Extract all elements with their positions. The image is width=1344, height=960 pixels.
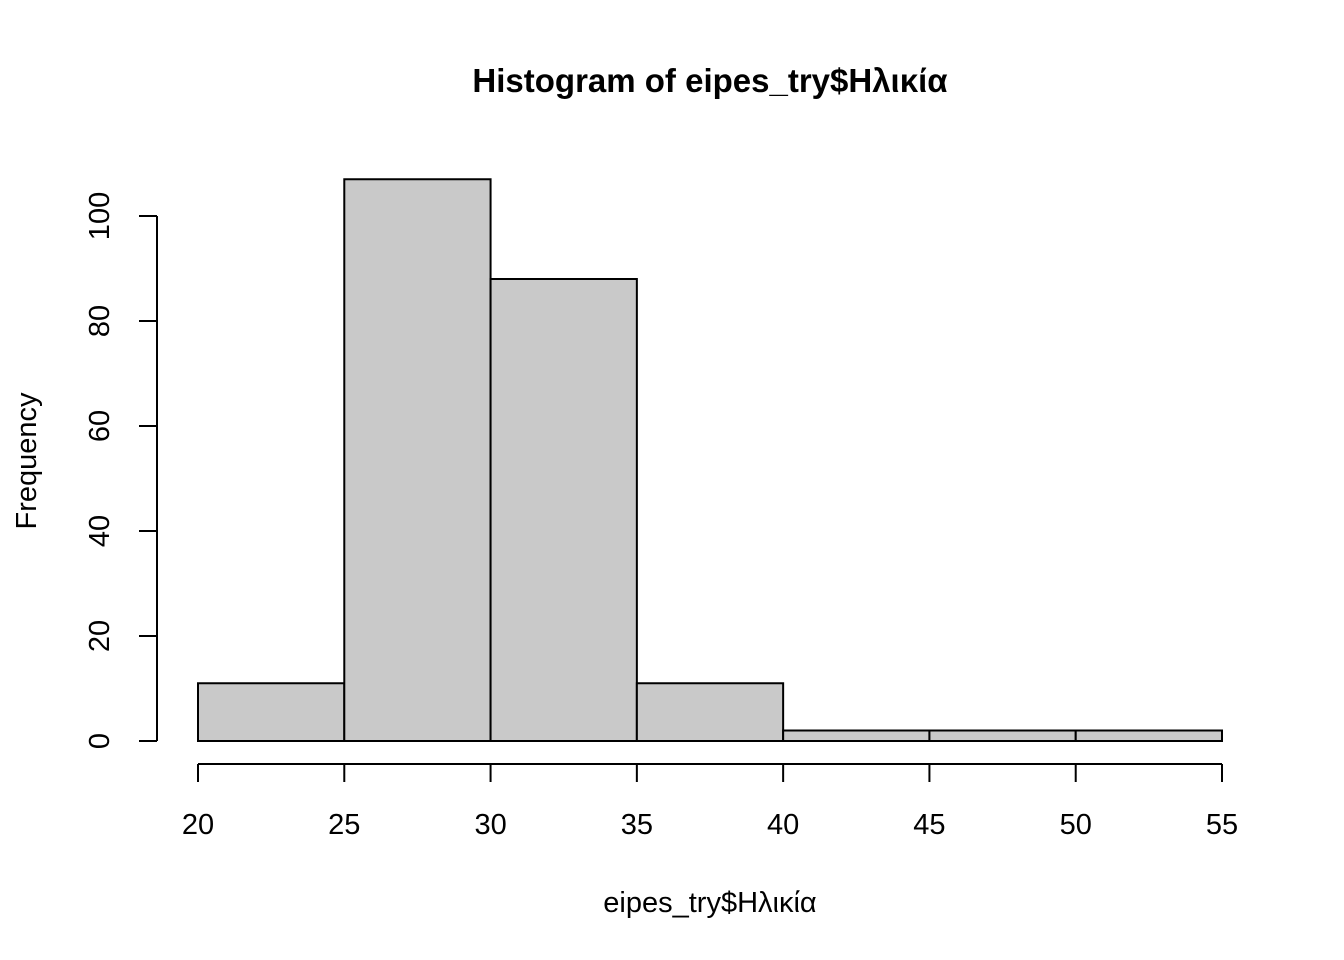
x-tick-label: 55 bbox=[1206, 809, 1238, 841]
y-tick-label: 80 bbox=[84, 305, 116, 337]
x-tick-label: 50 bbox=[1060, 809, 1092, 841]
x-tick-label: 20 bbox=[182, 809, 214, 841]
histogram-bar bbox=[489, 278, 638, 742]
histogram-bar bbox=[782, 729, 931, 742]
x-axis: 20 25 30 35 40 45 50 55 bbox=[182, 763, 1238, 841]
y-tick-label: 20 bbox=[84, 620, 116, 652]
y-axis: 0 20 40 60 80 100 bbox=[84, 192, 158, 749]
x-tick-label: 45 bbox=[913, 809, 945, 841]
x-tick-label: 40 bbox=[767, 809, 799, 841]
y-tick-label: 100 bbox=[84, 192, 116, 240]
chart-title: Histogram of eipes_try$Ηλικία bbox=[472, 62, 947, 99]
y-tick-label: 0 bbox=[84, 733, 116, 749]
y-axis-label: Frequency bbox=[11, 392, 43, 530]
histogram-bar bbox=[928, 729, 1077, 742]
x-tick-label: 25 bbox=[328, 809, 360, 841]
x-tick-label: 35 bbox=[621, 809, 653, 841]
histogram-bar bbox=[197, 682, 346, 742]
x-axis-label: eipes_try$Ηλικία bbox=[603, 887, 816, 919]
histogram-bar bbox=[343, 178, 492, 742]
y-tick-label: 40 bbox=[84, 515, 116, 547]
histogram-bar bbox=[635, 682, 785, 742]
x-tick-label: 30 bbox=[474, 809, 506, 841]
y-tick-label: 60 bbox=[84, 410, 116, 442]
bars-group bbox=[197, 178, 1223, 742]
histogram-bar bbox=[1074, 729, 1223, 742]
